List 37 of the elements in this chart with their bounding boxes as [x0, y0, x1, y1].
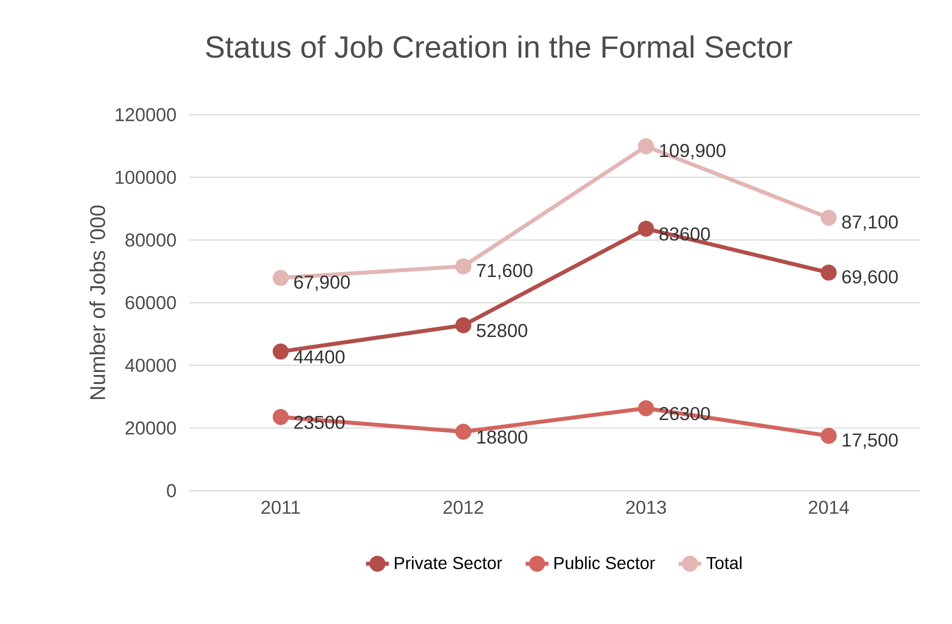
data-label: 109,900	[660, 144, 726, 160]
point	[638, 220, 654, 237]
y-tick-label: 80000	[126, 233, 176, 247]
y-tick-label: 100000	[116, 170, 176, 184]
y-tick-label: 40000	[125, 358, 176, 372]
legend-label: Public Sector	[554, 556, 655, 570]
point	[455, 424, 472, 440]
point	[455, 317, 472, 334]
y-axis-title: Number of Jobs '000	[90, 205, 106, 399]
point	[638, 400, 654, 416]
y-tick-label: 0	[166, 484, 176, 498]
point	[272, 409, 289, 426]
y-tick-label: 60000	[126, 296, 176, 310]
legend-label: Total	[706, 556, 742, 570]
point	[455, 258, 472, 274]
x-tick-label: 2011	[262, 500, 300, 514]
point	[272, 270, 289, 286]
data-label: 87,100	[842, 215, 898, 231]
chart-title: Status of Job Creation in the Formal Sector	[206, 35, 792, 58]
data-label: 69,600	[842, 270, 898, 286]
x-tick-label: 2014	[808, 500, 849, 514]
data-label: 71,600	[477, 264, 532, 280]
point	[638, 138, 654, 154]
x-tick-label: 2012	[444, 500, 484, 514]
point	[820, 264, 837, 281]
x-tick-label: 2013	[626, 500, 666, 514]
data-label: 18800	[477, 430, 528, 444]
point	[820, 210, 837, 226]
data-label: 17,500	[842, 433, 898, 449]
point	[820, 428, 837, 444]
data-label: 67,900	[294, 276, 350, 291]
y-tick-label: 120000	[116, 108, 176, 122]
point	[272, 344, 289, 360]
data-label: 44400	[294, 350, 345, 364]
legend-label: Private Sector	[394, 556, 502, 570]
data-label: 52800	[476, 324, 528, 338]
y-tick-label: 20000	[126, 421, 176, 435]
